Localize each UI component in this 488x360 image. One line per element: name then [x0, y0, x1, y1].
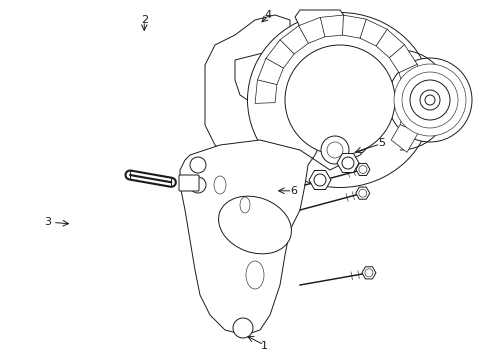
Circle shape	[358, 166, 366, 174]
Ellipse shape	[218, 196, 291, 254]
Circle shape	[326, 142, 342, 158]
Polygon shape	[180, 132, 369, 335]
Text: 3: 3	[44, 217, 51, 228]
Text: 6: 6	[289, 186, 296, 196]
Circle shape	[313, 174, 325, 186]
Circle shape	[419, 90, 439, 110]
Circle shape	[424, 95, 434, 105]
Circle shape	[190, 177, 205, 193]
Polygon shape	[255, 80, 276, 103]
Polygon shape	[388, 44, 416, 73]
Ellipse shape	[245, 261, 264, 289]
Polygon shape	[204, 15, 291, 165]
Polygon shape	[359, 19, 386, 46]
Circle shape	[393, 64, 465, 136]
Text: 2: 2	[141, 15, 147, 25]
Circle shape	[387, 58, 471, 142]
Circle shape	[401, 72, 457, 128]
Polygon shape	[342, 15, 366, 38]
Polygon shape	[375, 29, 404, 58]
Polygon shape	[403, 86, 424, 110]
Circle shape	[358, 189, 366, 197]
Polygon shape	[257, 58, 283, 85]
Polygon shape	[298, 17, 324, 44]
Ellipse shape	[240, 197, 249, 213]
Circle shape	[190, 157, 205, 173]
Polygon shape	[294, 10, 345, 27]
Text: 4: 4	[264, 10, 271, 20]
Circle shape	[320, 136, 348, 164]
Polygon shape	[398, 64, 423, 90]
Ellipse shape	[247, 13, 431, 188]
Circle shape	[364, 269, 372, 277]
Circle shape	[232, 318, 252, 338]
Circle shape	[409, 80, 449, 120]
Polygon shape	[399, 107, 424, 132]
Polygon shape	[390, 124, 418, 152]
FancyBboxPatch shape	[179, 175, 199, 191]
Polygon shape	[319, 15, 343, 37]
Circle shape	[341, 157, 353, 169]
Polygon shape	[265, 40, 294, 68]
Ellipse shape	[214, 176, 225, 194]
Polygon shape	[279, 26, 308, 54]
Circle shape	[285, 45, 394, 155]
Text: 1: 1	[260, 341, 267, 351]
Text: 5: 5	[377, 138, 384, 148]
